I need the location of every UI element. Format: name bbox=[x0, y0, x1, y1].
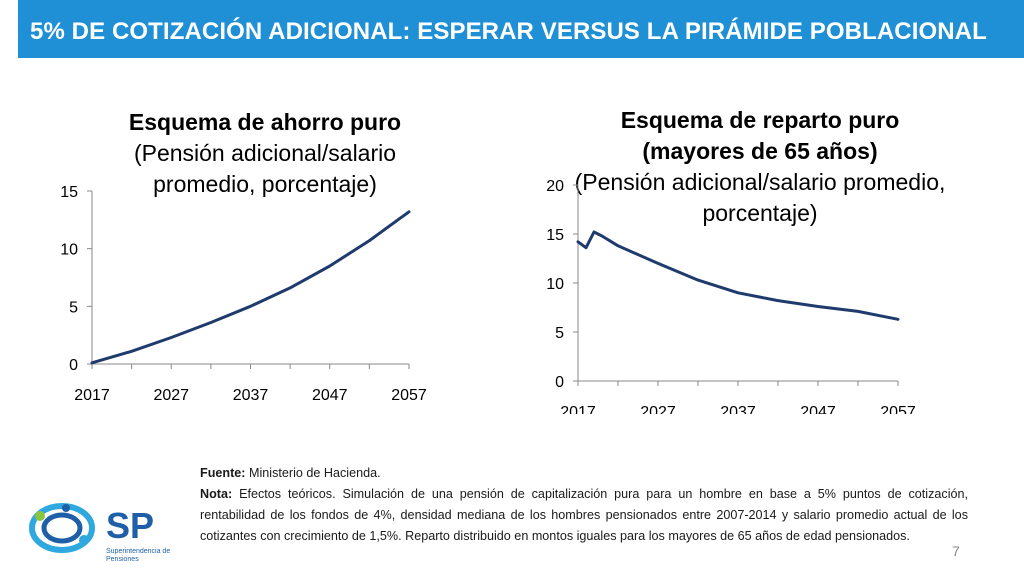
source-text: Ministerio de Hacienda. bbox=[245, 466, 381, 480]
chart-1-y-tick-label: 10 bbox=[60, 242, 78, 259]
page-number: 7 bbox=[952, 543, 960, 559]
chart-2-y-tick-label: 10 bbox=[546, 276, 564, 293]
chart-1-y-tick-label: 0 bbox=[69, 357, 78, 374]
chart-2-series-line bbox=[576, 230, 900, 321]
logo-acronym: SP bbox=[106, 505, 154, 546]
logo-name: Superintendencia de Pensiones bbox=[106, 548, 171, 563]
chart-2-label-mask bbox=[540, 414, 960, 454]
chart-2-subtitle-line-2: porcentaje) bbox=[702, 200, 818, 226]
chart-1-y-tick-label: 5 bbox=[69, 299, 78, 316]
chart-1-subtitle-line-2: promedio, porcentaje) bbox=[153, 171, 377, 197]
chart-2-title-block: Esquema de reparto puro (mayores de 65 a… bbox=[560, 105, 960, 229]
chart-1-subtitle-line-1: (Pensión adicional/salario bbox=[133, 140, 397, 166]
footnote: Fuente: Ministerio de Hacienda. Nota: Ef… bbox=[200, 463, 968, 547]
chart-2-y-tick-label: 5 bbox=[555, 325, 564, 342]
note-text: Efectos teóricos. Simulación de una pens… bbox=[200, 487, 968, 543]
page-title: 5% DE COTIZACIÓN ADICIONAL: ESPERAR VERS… bbox=[30, 18, 987, 45]
header-bar: 5% DE COTIZACIÓN ADICIONAL: ESPERAR VERS… bbox=[18, 0, 1024, 58]
chart-2-subtitle-line-1: (Pensión adicional/salario promedio, bbox=[574, 169, 946, 195]
chart-1-x-tick-label: 2057 bbox=[391, 387, 427, 404]
chart-2-title: Esquema de reparto puro bbox=[620, 107, 900, 133]
chart-1-x-tick-label: 2037 bbox=[233, 387, 269, 404]
chart-1-x-tick-label: 2017 bbox=[74, 387, 110, 404]
chart-2-y-tick-label: 0 bbox=[555, 374, 564, 391]
chart-2-y-tick-label: 15 bbox=[546, 227, 564, 244]
chart-1-x-tick-label: 2047 bbox=[312, 387, 348, 404]
chart-2-y-tick-label: 20 bbox=[546, 178, 564, 195]
note-label: Nota: bbox=[200, 487, 233, 501]
source-label: Fuente: bbox=[200, 466, 246, 480]
people-circle-icon bbox=[29, 503, 95, 553]
chart-1-y-tick-label: 15 bbox=[60, 184, 78, 201]
chart-1-title-block: Esquema de ahorro puro (Pensión adiciona… bbox=[90, 107, 440, 200]
superintendencia-logo: SP bbox=[29, 503, 154, 553]
chart-1-series-line bbox=[90, 210, 411, 365]
chart-1-x-tick-label: 2027 bbox=[153, 387, 189, 404]
chart-2-title-line-2: (mayores de 65 años) bbox=[642, 138, 878, 164]
chart-1-title: Esquema de ahorro puro bbox=[128, 109, 402, 135]
